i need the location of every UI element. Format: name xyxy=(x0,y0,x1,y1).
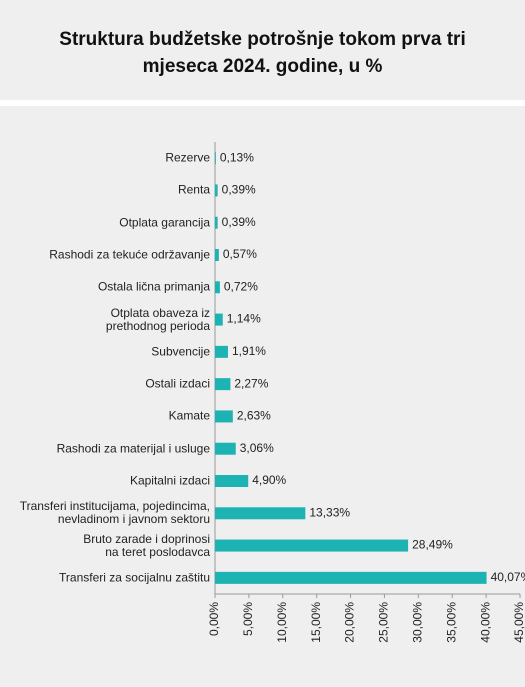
category-label: Rezerve xyxy=(165,150,210,165)
value-label: 28,49% xyxy=(412,538,453,552)
category-label: Kapitalni izdaci xyxy=(129,473,210,488)
separator xyxy=(0,100,525,106)
value-label: 0,57% xyxy=(223,247,257,261)
value-label: 4,90% xyxy=(252,473,286,487)
x-tick-label: 0,00% xyxy=(207,602,221,636)
bar xyxy=(215,152,216,165)
category-label: Rashodi za materijal i usluge xyxy=(56,441,210,456)
bar xyxy=(215,216,218,229)
bar xyxy=(215,184,218,197)
value-label: 1,91% xyxy=(232,344,266,358)
x-tick-label: 10,00% xyxy=(275,602,289,643)
chart-title: Struktura budžetske potrošnje tokom prva… xyxy=(59,29,466,77)
bar xyxy=(215,249,219,261)
category-label: Renta xyxy=(177,182,210,197)
bar xyxy=(215,442,236,455)
category-label: Ostali izdaci xyxy=(145,376,210,391)
bar xyxy=(215,378,231,391)
value-label: 1,14% xyxy=(227,312,261,326)
bar xyxy=(215,313,223,326)
value-label: 13,33% xyxy=(309,505,350,519)
x-tick-label: 20,00% xyxy=(343,602,357,643)
x-tick-label: 45,00% xyxy=(512,602,525,643)
value-label: 0,13% xyxy=(220,150,254,164)
category-label: Bruto zarade i doprinosi na teret poslod… xyxy=(83,531,210,559)
category-label: Subvencije xyxy=(151,344,210,359)
bar xyxy=(215,410,233,423)
category-label: Transferi institucijama, pojedincima, ne… xyxy=(19,499,210,527)
x-tick-label: 30,00% xyxy=(411,602,425,643)
value-label: 0,39% xyxy=(222,215,256,229)
value-label: 2,63% xyxy=(237,409,271,423)
bar xyxy=(215,281,220,294)
value-label: 2,27% xyxy=(234,376,268,390)
x-tick-label: 5,00% xyxy=(241,602,255,636)
value-label: 0,39% xyxy=(222,183,256,197)
value-label: 0,72% xyxy=(224,279,258,293)
category-label: Otplata obaveza iz prethodnog perioda xyxy=(105,305,210,333)
bar xyxy=(215,539,409,552)
category-label: Kamate xyxy=(168,408,210,423)
category-label: Transferi za socijalnu zaštitu xyxy=(59,570,210,585)
category-label: Otplata garancija xyxy=(119,215,210,230)
value-label: 40,07% xyxy=(491,570,525,584)
x-tick-label: 15,00% xyxy=(309,602,323,643)
bar xyxy=(215,507,306,520)
value-label: 3,06% xyxy=(240,441,274,455)
category-label: Rashodi za tekuće održavanje xyxy=(49,247,210,262)
x-tick-label: 25,00% xyxy=(377,602,391,643)
category-label: Ostala lična primanja xyxy=(97,279,210,294)
x-tick-label: 35,00% xyxy=(444,602,458,643)
bar xyxy=(215,571,487,584)
x-tick-label: 40,00% xyxy=(478,602,492,643)
bar xyxy=(215,475,249,487)
bar xyxy=(215,345,228,358)
